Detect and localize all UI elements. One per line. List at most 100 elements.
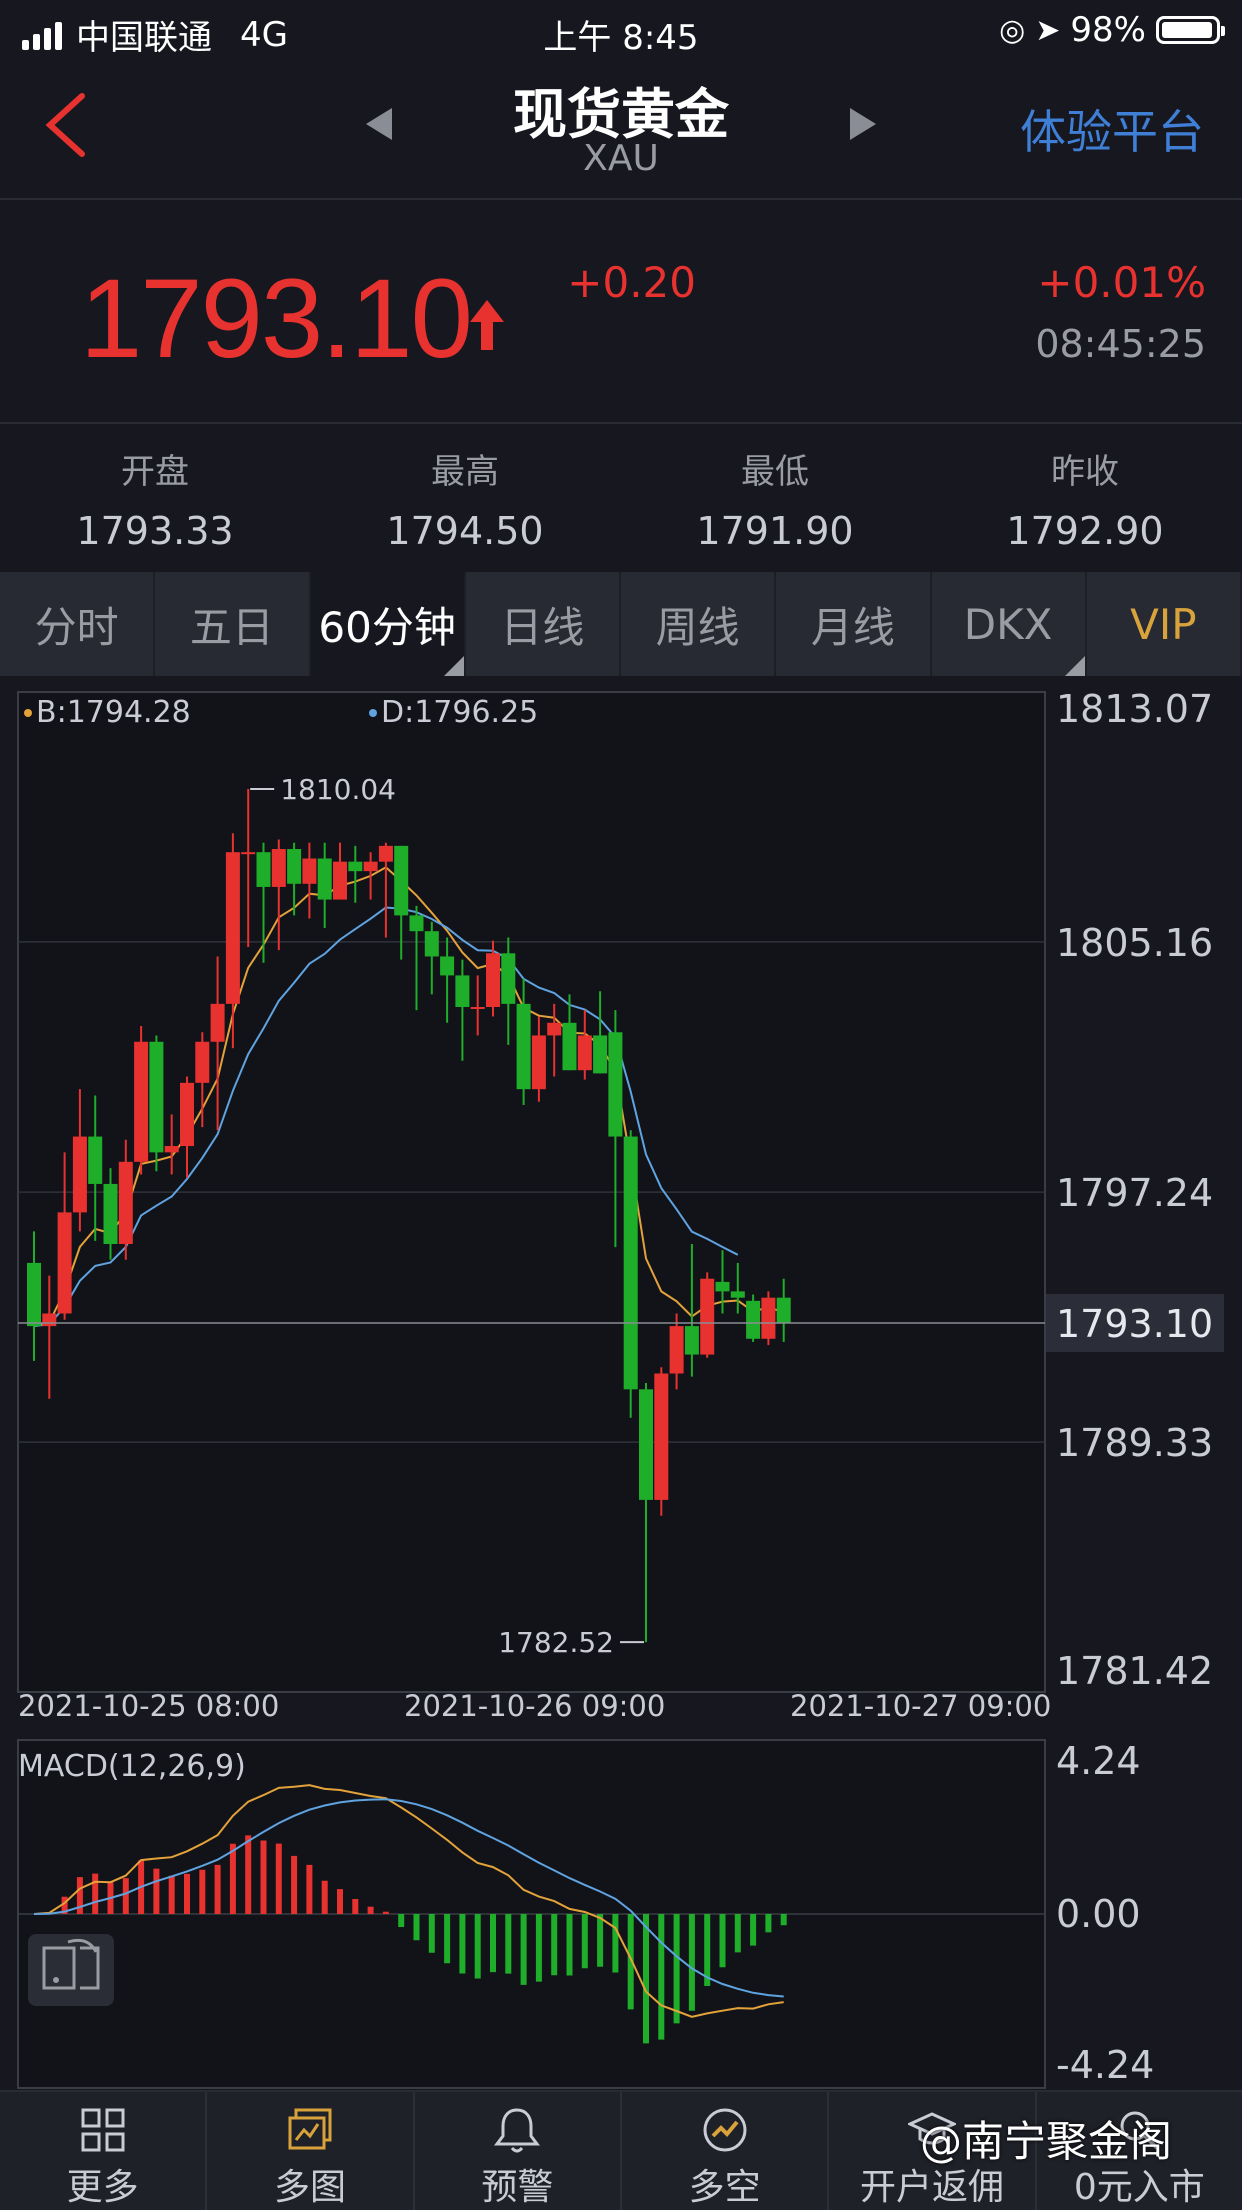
y-tick-label: 1805.16	[1056, 921, 1213, 965]
candle-body	[776, 1297, 791, 1323]
prev-symbol-icon[interactable]	[366, 108, 392, 140]
quote-panel: 1793.10 +0.20 +0.01% 08:45:25	[0, 200, 1242, 424]
more-button[interactable]: 更多	[0, 2092, 208, 2210]
trial-platform-link[interactable]: 体验平台	[1020, 105, 1204, 159]
candle	[72, 1089, 87, 1232]
tab-intraday[interactable]: 分时	[0, 572, 156, 676]
stat-value: 1793.33	[76, 509, 234, 553]
location-icon: ➤	[1035, 12, 1061, 48]
ma-b-line	[33, 866, 784, 1328]
candle	[363, 852, 378, 900]
candle-body	[623, 1136, 638, 1390]
candle-body	[394, 845, 409, 916]
stat-low: 最低 1791.90	[620, 444, 930, 553]
candle	[531, 1016, 546, 1102]
candle	[348, 845, 363, 903]
quote-time: 08:45:25	[1035, 322, 1206, 366]
tab-five-day[interactable]: 五日	[155, 572, 311, 676]
rotation-lock-icon: ◎	[999, 12, 1026, 48]
stat-value: 1792.90	[1006, 509, 1164, 553]
candle	[486, 940, 500, 1017]
carrier: 中国联通	[76, 18, 212, 58]
candle	[639, 1382, 653, 1643]
account-rebate-button[interactable]: 开户返佣	[829, 2092, 1037, 2210]
y-tick-label: 1781.42	[1056, 1649, 1213, 1693]
tab-dkx[interactable]: DKX	[932, 572, 1087, 676]
candle-body	[225, 852, 240, 1004]
candle	[761, 1291, 776, 1346]
candle	[333, 842, 347, 900]
low-label: 1782.52	[498, 1626, 614, 1659]
candle-body	[103, 1183, 118, 1244]
candle	[654, 1367, 669, 1516]
y-axis: 1813.07 1805.16 1797.24 1793.10 1789.33 1781.…	[1056, 687, 1213, 1693]
y-tick-label: 1793.10	[1056, 1302, 1213, 1346]
candle-body	[669, 1326, 684, 1374]
zero-entry-label: 0元入市	[1073, 2167, 1205, 2208]
candle	[547, 1003, 562, 1077]
candle	[302, 842, 317, 919]
macd-lines	[33, 1784, 784, 2018]
candle-body	[761, 1297, 776, 1339]
tab-daily[interactable]: 日线	[466, 572, 621, 676]
next-symbol-icon[interactable]	[850, 108, 876, 140]
candle-body	[27, 1262, 41, 1327]
macd-title: MACD(12,26,9)	[18, 1749, 246, 1784]
back-button[interactable]	[40, 90, 100, 160]
price-change-percent: +0.01%	[1037, 258, 1206, 307]
current-price: 1793.10	[80, 256, 473, 381]
candle	[715, 1250, 730, 1314]
candle	[118, 1139, 133, 1260]
candle	[455, 959, 470, 1061]
candle-body	[730, 1291, 745, 1298]
y-tick-label: 1789.33	[1056, 1421, 1213, 1465]
fullscreen-icon	[42, 1938, 100, 1990]
zero-entry-button[interactable]: 0元入市	[1037, 2092, 1242, 2210]
candle-body	[241, 852, 256, 855]
high-label: 1810.04	[280, 773, 396, 806]
tab-60min[interactable]: 60分钟	[310, 572, 466, 676]
candle	[746, 1294, 761, 1342]
stat-label: 开盘	[121, 452, 189, 492]
candle-body	[180, 1082, 194, 1147]
current-price-box	[1046, 1293, 1224, 1352]
candle	[776, 1278, 791, 1342]
candle-body	[562, 1022, 577, 1071]
candle	[256, 842, 271, 963]
candle-body	[409, 915, 424, 932]
candle-body	[455, 975, 470, 1008]
tab-monthly[interactable]: 月线	[776, 572, 932, 676]
tab-vip[interactable]: VIP	[1087, 572, 1242, 676]
status-bar: 中国联通 4G 上午 8:45 ◎ ➤ 98%	[0, 0, 1242, 60]
candle-body	[639, 1389, 653, 1500]
tab-weekly[interactable]: 周线	[621, 572, 777, 676]
grid-icon	[81, 2108, 125, 2152]
dropdown-corner-icon	[443, 656, 464, 676]
candle-body	[577, 1035, 592, 1071]
stat-value: 1794.50	[386, 509, 544, 553]
candle	[88, 1095, 103, 1241]
candle-body	[149, 1041, 164, 1153]
bell-icon	[494, 2108, 541, 2153]
candle-body	[363, 861, 378, 872]
multi-chart-icon	[288, 2108, 332, 2150]
bull-bear-button[interactable]: 多空	[622, 2092, 830, 2210]
page-title: 现货黄金	[513, 83, 729, 146]
candle	[27, 1231, 41, 1361]
candle	[577, 1010, 592, 1080]
candlestick-chart[interactable]: B:1794.28 D:1796.25 1810.04 1782.52 2021…	[0, 680, 1242, 2090]
grid-lines	[18, 941, 1045, 1443]
multi-chart-button[interactable]: 多图	[207, 2092, 415, 2210]
stat-label: 最低	[741, 452, 809, 492]
bull-bear-icon	[703, 2108, 747, 2152]
alert-button[interactable]: 预警	[415, 2092, 622, 2210]
fullscreen-toggle-button[interactable]	[28, 1934, 114, 2006]
macd-y-tick: 0.00	[1056, 1892, 1141, 1936]
multi-chart-label: 多图	[273, 2167, 346, 2208]
candle	[424, 921, 439, 995]
bull-bear-label: 多空	[688, 2167, 761, 2208]
candle-body	[210, 1003, 225, 1042]
candle-body	[501, 953, 516, 1004]
signal-icon	[22, 20, 62, 50]
x-label: 2021-10-25 08:00	[18, 1689, 279, 1723]
